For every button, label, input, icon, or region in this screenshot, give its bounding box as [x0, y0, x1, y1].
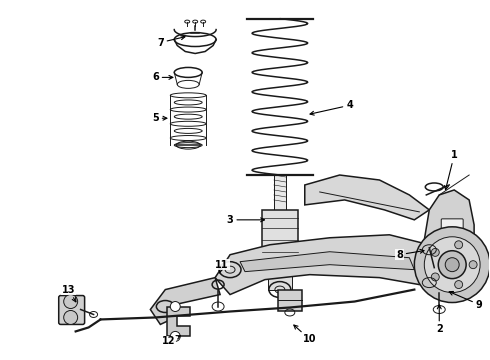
Polygon shape: [240, 252, 415, 272]
Text: 10: 10: [294, 325, 317, 345]
Text: 6: 6: [152, 72, 173, 82]
Text: 11: 11: [215, 260, 229, 273]
Circle shape: [469, 261, 477, 269]
Polygon shape: [305, 175, 429, 220]
Circle shape: [64, 294, 77, 309]
Circle shape: [445, 258, 459, 272]
Polygon shape: [215, 235, 439, 294]
FancyBboxPatch shape: [262, 210, 298, 265]
FancyBboxPatch shape: [278, 289, 302, 311]
Text: 2: 2: [436, 305, 442, 334]
Text: 7: 7: [157, 36, 185, 48]
Circle shape: [64, 310, 77, 324]
Circle shape: [171, 332, 180, 341]
Text: 9: 9: [449, 292, 483, 310]
Circle shape: [431, 273, 439, 281]
FancyBboxPatch shape: [274, 175, 286, 210]
Polygon shape: [167, 306, 190, 336]
Circle shape: [455, 280, 463, 289]
Text: 8: 8: [396, 249, 424, 260]
Text: 1: 1: [444, 150, 458, 190]
Polygon shape: [150, 278, 220, 324]
FancyBboxPatch shape: [268, 265, 292, 289]
FancyBboxPatch shape: [59, 296, 85, 324]
Text: 4: 4: [310, 100, 353, 115]
FancyBboxPatch shape: [441, 219, 463, 251]
Text: 13: 13: [62, 284, 76, 302]
Circle shape: [438, 251, 466, 279]
Circle shape: [431, 248, 439, 256]
Circle shape: [424, 237, 480, 293]
Text: 12: 12: [162, 336, 180, 346]
Circle shape: [415, 227, 490, 302]
Text: 3: 3: [227, 215, 265, 225]
Circle shape: [171, 302, 180, 311]
Polygon shape: [424, 190, 474, 300]
Circle shape: [455, 241, 463, 249]
Text: 5: 5: [152, 113, 167, 123]
